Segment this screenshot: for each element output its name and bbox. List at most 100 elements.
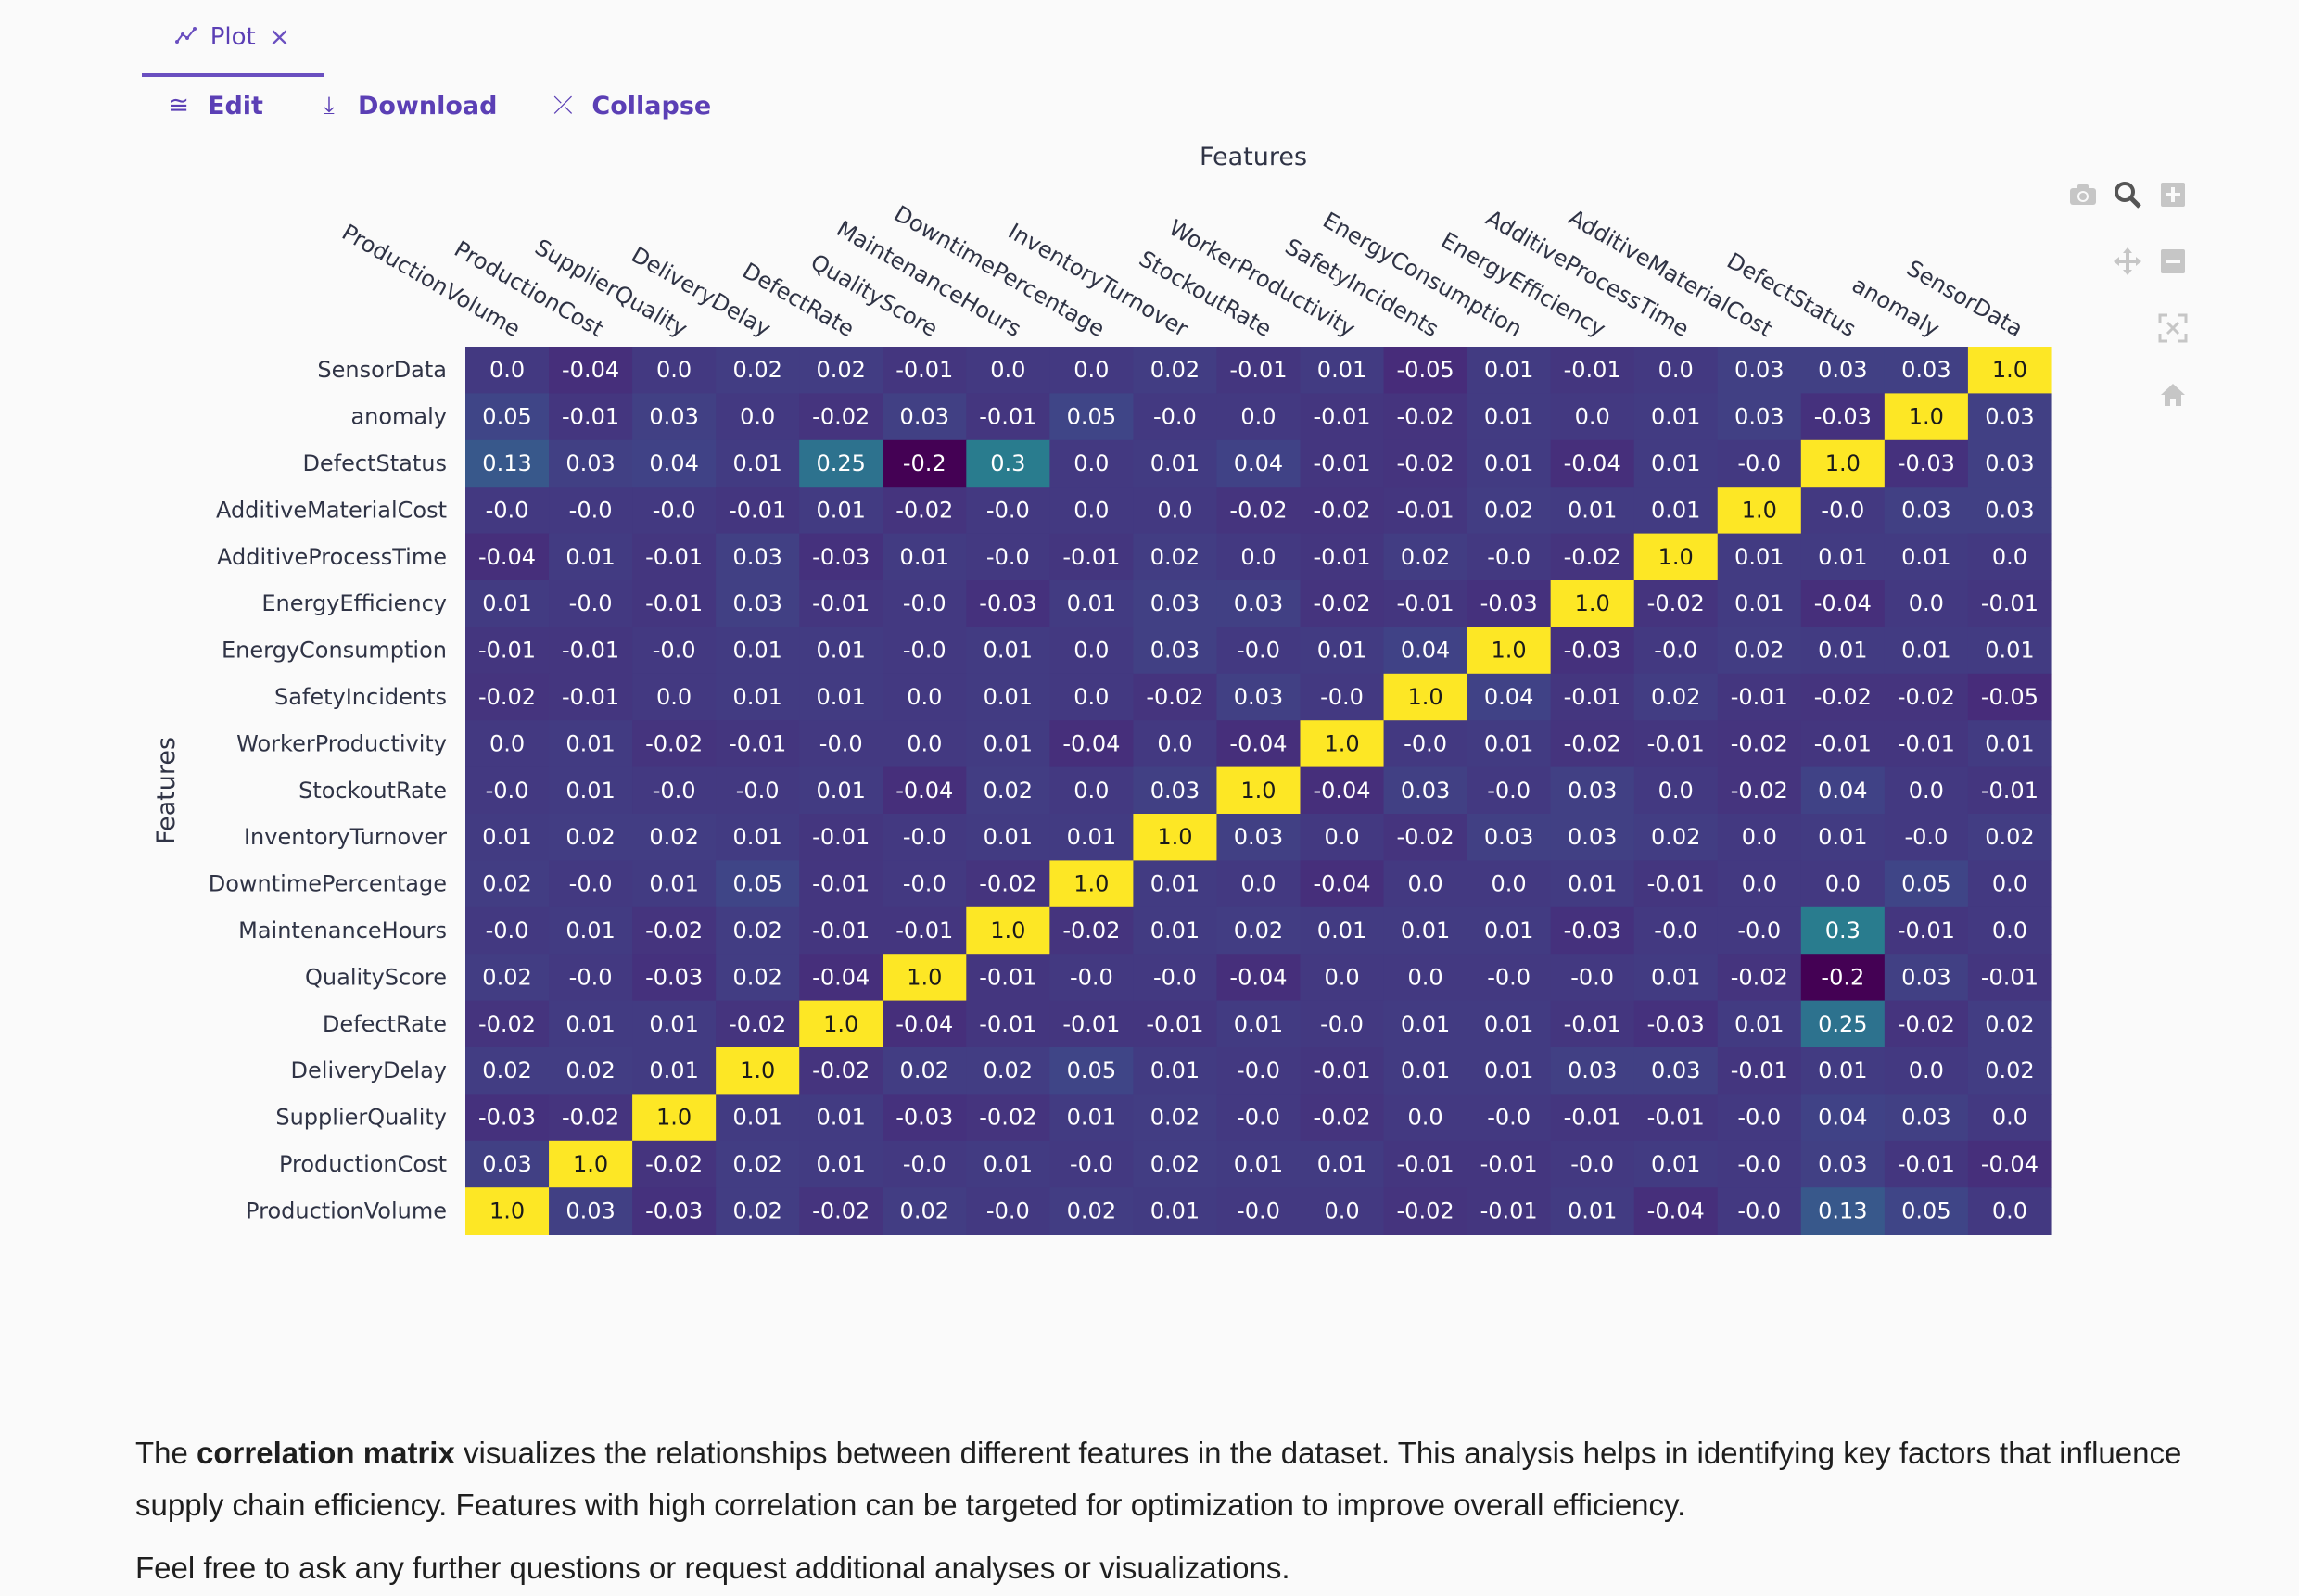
heatmap-cell[interactable] (465, 487, 550, 535)
heatmap-cell[interactable] (1550, 720, 1635, 768)
heatmap-cell[interactable] (883, 954, 967, 1002)
heatmap-cell[interactable] (1967, 1000, 2052, 1048)
heatmap-cell[interactable] (1133, 393, 1218, 441)
heatmap-cell[interactable] (1800, 720, 1886, 768)
heatmap-cell[interactable] (1717, 1187, 1802, 1235)
heatmap-cell[interactable] (549, 347, 633, 394)
heatmap-cell[interactable] (1049, 720, 1134, 768)
tab-plot[interactable]: Plot × (142, 0, 324, 77)
heatmap-cell[interactable] (632, 673, 717, 721)
heatmap-cell[interactable] (799, 533, 883, 581)
heatmap-cell[interactable] (1467, 720, 1552, 768)
heatmap-cell[interactable] (1049, 766, 1134, 815)
heatmap-cell[interactable] (883, 906, 967, 955)
heatmap-cell[interactable] (465, 1094, 550, 1142)
heatmap-cell[interactable] (1967, 439, 2052, 488)
heatmap-cell[interactable] (1633, 347, 1719, 394)
heatmap-cell[interactable] (1800, 1187, 1886, 1235)
heatmap-cell[interactable] (716, 954, 800, 1002)
heatmap-cell[interactable] (1133, 1094, 1218, 1142)
heatmap-cell[interactable] (1800, 954, 1886, 1002)
heatmap-cell[interactable] (799, 1140, 883, 1188)
heatmap-cell[interactable] (1133, 1140, 1218, 1188)
heatmap-cell[interactable] (1884, 906, 1969, 955)
heatmap-cell[interactable] (1717, 533, 1802, 581)
heatmap-cell[interactable] (1300, 766, 1385, 815)
heatmap-cell[interactable] (1467, 1000, 1552, 1048)
heatmap-cell[interactable] (549, 1094, 633, 1142)
heatmap-cell[interactable] (883, 1047, 967, 1095)
heatmap-cell[interactable] (1300, 487, 1385, 535)
heatmap-cell[interactable] (1216, 393, 1302, 441)
heatmap-cell[interactable] (1633, 766, 1719, 815)
heatmap-cell[interactable] (1216, 1047, 1302, 1095)
heatmap-cell[interactable] (465, 393, 550, 441)
heatmap-cell[interactable] (632, 766, 717, 815)
heatmap-cell[interactable] (1717, 720, 1802, 768)
heatmap-cell[interactable] (799, 1000, 883, 1048)
heatmap-cell[interactable] (1550, 1187, 1635, 1235)
heatmap-cell[interactable] (1467, 487, 1552, 535)
heatmap-cell[interactable] (716, 1000, 800, 1048)
heatmap-cell[interactable] (549, 533, 633, 581)
heatmap-cell[interactable] (716, 347, 800, 394)
heatmap-cell[interactable] (1550, 954, 1635, 1002)
heatmap-cell[interactable] (549, 1187, 633, 1235)
heatmap-cell[interactable] (549, 720, 633, 768)
heatmap-cell[interactable] (1383, 906, 1468, 955)
heatmap-cell[interactable] (1633, 814, 1719, 861)
heatmap-cell[interactable] (883, 814, 967, 861)
heatmap-cell[interactable] (1967, 1047, 2052, 1095)
heatmap-cell[interactable] (549, 954, 633, 1002)
heatmap-cell[interactable] (1383, 860, 1468, 908)
heatmap-cell[interactable] (1383, 439, 1468, 488)
heatmap-cell[interactable] (1633, 1187, 1719, 1235)
heatmap-cell[interactable] (966, 860, 1050, 908)
heatmap-cell[interactable] (1633, 393, 1719, 441)
heatmap-cell[interactable] (883, 533, 967, 581)
heatmap-cell[interactable] (1717, 1047, 1802, 1095)
heatmap-cell[interactable] (883, 627, 967, 675)
heatmap-cell[interactable] (1967, 766, 2052, 815)
heatmap-cell[interactable] (1383, 627, 1468, 675)
heatmap-cell[interactable] (883, 439, 967, 488)
heatmap-cell[interactable] (1884, 814, 1969, 861)
heatmap-cell[interactable] (1383, 1187, 1468, 1235)
heatmap-cell[interactable] (465, 1047, 550, 1095)
heatmap-cell[interactable] (1717, 1140, 1802, 1188)
heatmap-cell[interactable] (1633, 1140, 1719, 1188)
heatmap-cell[interactable] (549, 393, 633, 441)
heatmap-cell[interactable] (1467, 393, 1552, 441)
heatmap-cell[interactable] (1300, 1187, 1385, 1235)
heatmap-cell[interactable] (1216, 906, 1302, 955)
heatmap-cell[interactable] (632, 1140, 717, 1188)
heatmap-cell[interactable] (1550, 627, 1635, 675)
heatmap-cell[interactable] (966, 954, 1050, 1002)
heatmap-cell[interactable] (1884, 860, 1969, 908)
heatmap-cell[interactable] (632, 954, 717, 1002)
heatmap-cell[interactable] (1049, 347, 1134, 394)
heatmap-cell[interactable] (549, 860, 633, 908)
heatmap-cell[interactable] (549, 1000, 633, 1048)
heatmap-cell[interactable] (1216, 347, 1302, 394)
heatmap-cell[interactable] (1216, 1094, 1302, 1142)
heatmap-cell[interactable] (966, 533, 1050, 581)
heatmap-cell[interactable] (1049, 1187, 1134, 1235)
heatmap-cell[interactable] (1717, 1000, 1802, 1048)
zoom-in-icon[interactable] (2154, 176, 2191, 213)
heatmap-cell[interactable] (1383, 580, 1468, 627)
heatmap-cell[interactable] (1967, 580, 2052, 627)
heatmap-cell[interactable] (1717, 347, 1802, 394)
heatmap-cell[interactable] (966, 1047, 1050, 1095)
heatmap-cell[interactable] (883, 673, 967, 721)
heatmap-cell[interactable] (1467, 906, 1552, 955)
heatmap-cell[interactable] (883, 720, 967, 768)
heatmap-cell[interactable] (883, 1000, 967, 1048)
heatmap-cell[interactable] (799, 954, 883, 1002)
heatmap-cell[interactable] (1216, 1000, 1302, 1048)
heatmap-cell[interactable] (1133, 954, 1218, 1002)
heatmap-cell[interactable] (1300, 1094, 1385, 1142)
heatmap-cell[interactable] (1800, 1140, 1886, 1188)
heatmap-cell[interactable] (799, 1047, 883, 1095)
heatmap-cell[interactable] (465, 766, 550, 815)
